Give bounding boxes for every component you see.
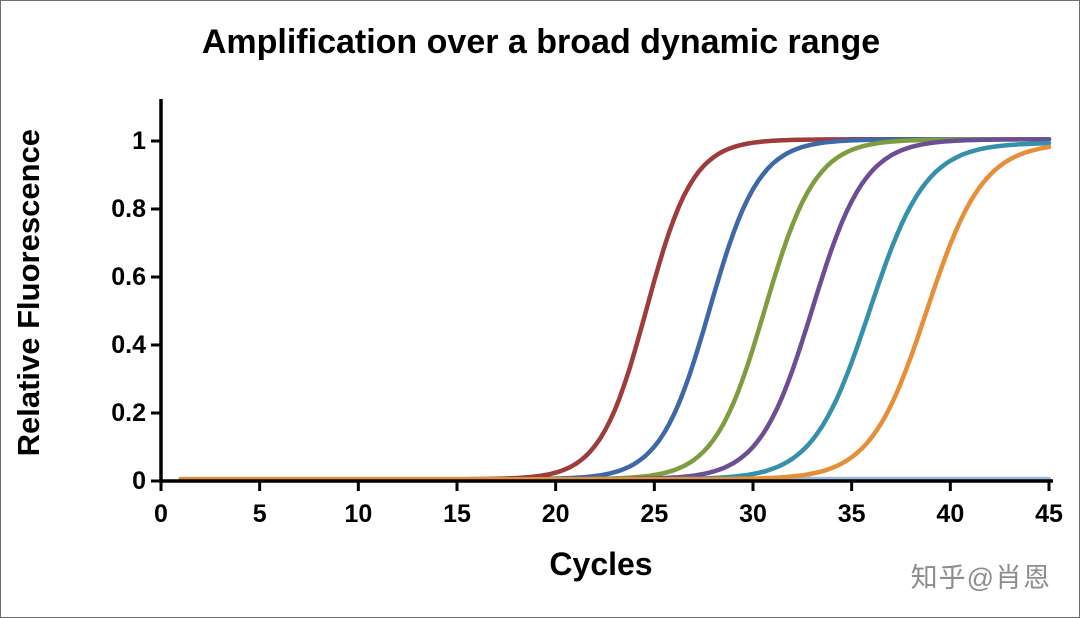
chart-title: Amplification over a broad dynamic range — [201, 23, 881, 61]
x-tick-label: 0 — [154, 500, 168, 528]
x-tick-label: 20 — [541, 500, 570, 528]
y-tick-label: 1 — [132, 127, 146, 155]
x-tick-label: 45 — [1035, 500, 1063, 528]
x-tick-label: 15 — [443, 500, 471, 528]
plot-svg — [151, 99, 1053, 491]
y-tick-label: 0.8 — [111, 195, 146, 223]
x-tick-label: 35 — [837, 500, 866, 528]
x-tick-label: 25 — [640, 500, 669, 528]
y-tick-label: 0.4 — [111, 331, 146, 359]
x-axis-title: Cycles — [549, 546, 653, 582]
y-tick-label: 0.2 — [111, 399, 146, 427]
y-tick-label: 0 — [132, 467, 146, 495]
watermark-text: 知乎@肖恩 — [910, 563, 1051, 593]
x-tick-label: 40 — [936, 500, 965, 528]
x-tick-label: 10 — [344, 500, 373, 528]
series-template-6-lowest-concentration — [178, 144, 1052, 482]
y-axis-title: Relative Fluorescence — [11, 129, 46, 457]
series-template-5 — [178, 141, 1052, 482]
y-tick-label: 0.6 — [111, 263, 146, 291]
y-axis-title-wrap: Relative Fluorescence — [7, 93, 51, 493]
x-tick-label: 30 — [739, 500, 767, 528]
x-tick-label: 5 — [252, 500, 267, 528]
